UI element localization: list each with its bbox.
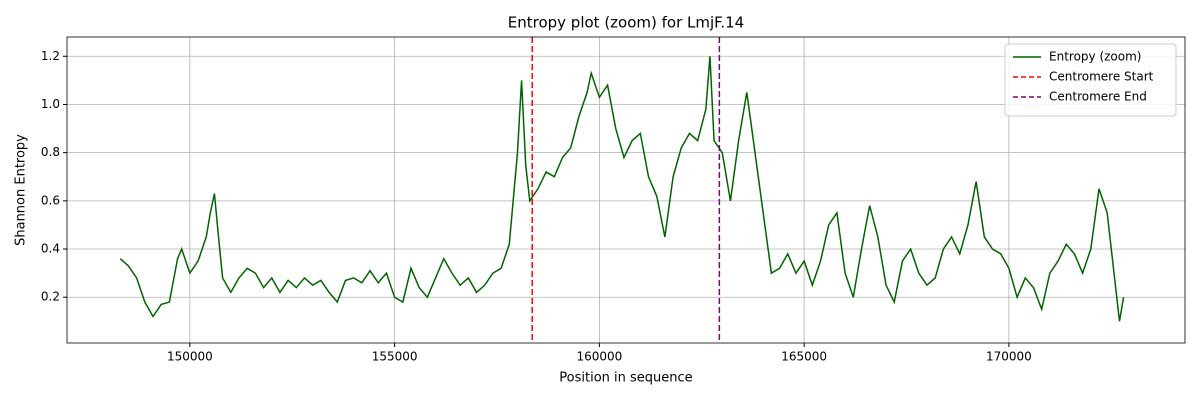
x-axis-label: Position in sequence [559, 371, 692, 386]
y-tick-label: 0.8 [41, 145, 60, 159]
legend-label: Entropy (zoom) [1049, 50, 1141, 64]
legend: Entropy (zoom) Centromere Start Centromere… [1004, 43, 1177, 117]
y-tick-label: 0.2 [41, 290, 60, 304]
chart-title: Entropy plot (zoom) for LmjF.14 [508, 14, 744, 32]
line-series [119, 56, 1125, 322]
x-tick-label: 165000 [781, 350, 827, 364]
y-tick-label: 0.6 [41, 193, 60, 207]
x-tick-label: 170000 [986, 350, 1032, 364]
y-tick-label: 1.2 [41, 49, 60, 63]
legend-frame [1004, 43, 1177, 117]
x-tick-label: 160000 [576, 350, 622, 364]
x-tick-label: 150000 [167, 350, 213, 364]
legend-label: Centromere End [1049, 90, 1147, 104]
y-tick-label: 1.0 [41, 97, 60, 111]
plot-frame [66, 36, 1186, 344]
legend-label: Centromere Start [1049, 70, 1154, 84]
y-axis-label: Shannon Entropy [14, 134, 29, 246]
x-tick-label: 155000 [372, 350, 418, 364]
y-tick-label: 0.4 [41, 242, 60, 256]
